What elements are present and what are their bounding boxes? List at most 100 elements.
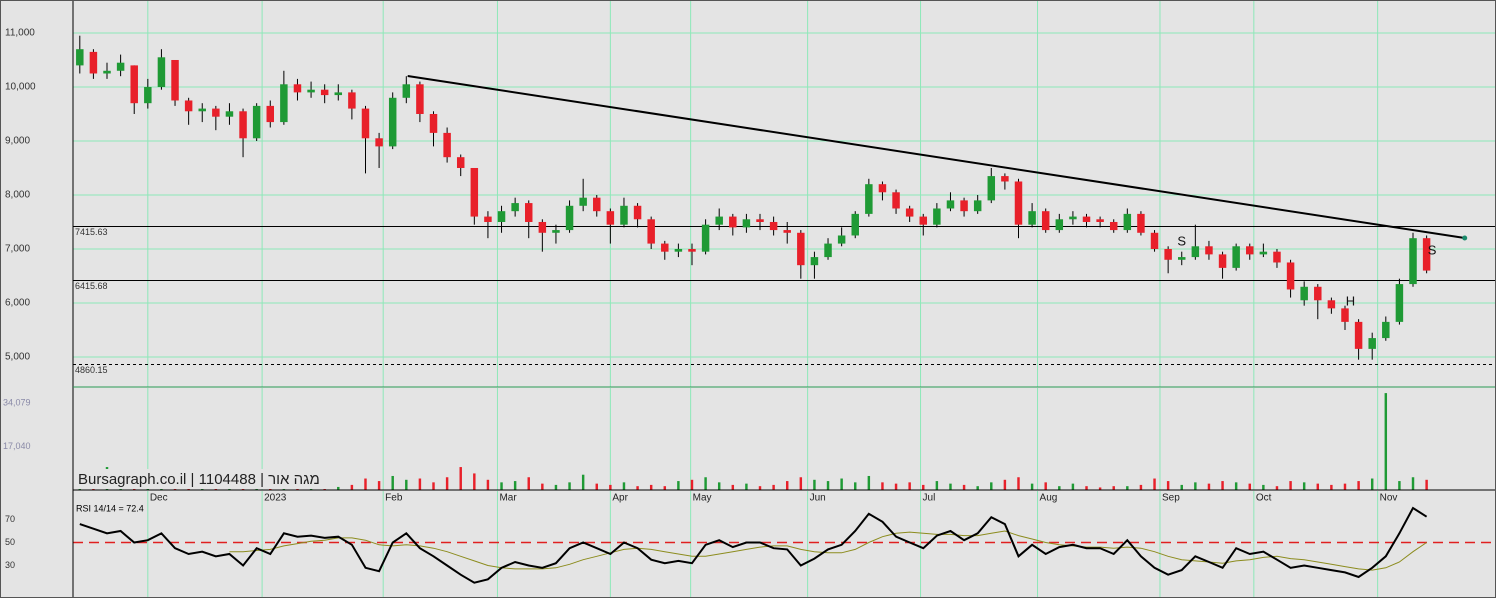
volume-bar	[1153, 478, 1156, 490]
volume-bar	[513, 481, 517, 490]
candle-body	[810, 257, 819, 266]
volume-bar	[731, 484, 735, 490]
level-label: 7415.63	[75, 227, 108, 237]
volume-bar	[772, 484, 775, 490]
volume-bar	[1221, 481, 1224, 490]
volume-bar	[1330, 484, 1333, 490]
candle-body	[1409, 238, 1417, 285]
volume-bar	[1425, 479, 1428, 490]
volume-bar	[1289, 481, 1292, 490]
candle-body	[375, 138, 383, 147]
candle-body	[1191, 246, 1200, 258]
candle-body	[1327, 300, 1336, 309]
candle-body	[756, 219, 764, 222]
candle-body	[715, 216, 723, 225]
volume-bar	[541, 483, 544, 490]
y-tick-label: 70	[5, 514, 15, 524]
candle-body	[1395, 284, 1404, 322]
candle-body	[1109, 221, 1118, 231]
volume-bar	[649, 484, 653, 490]
candle-body	[661, 243, 669, 252]
volume-bar	[1058, 486, 1061, 490]
candle-body	[1341, 308, 1349, 322]
watermark-bg	[75, 469, 331, 489]
watermark: Bursagraph.co.il | 1104488 | מגה אור	[78, 471, 320, 488]
volume-bar	[1357, 481, 1360, 490]
volume-bar	[1411, 477, 1415, 490]
candle-body	[484, 216, 492, 222]
volume-bar	[1085, 486, 1088, 490]
level-label: 4860.15	[75, 365, 108, 375]
candle-body	[824, 243, 832, 258]
volume-bar	[391, 475, 394, 490]
candle-body	[456, 157, 465, 168]
candle-body	[157, 57, 166, 87]
candle-body	[933, 208, 941, 225]
candle-body	[280, 84, 288, 123]
candle-body	[225, 111, 234, 117]
y-tick-label: 50	[5, 537, 15, 547]
volume-bar	[405, 479, 408, 490]
volume-bar	[1030, 483, 1034, 490]
x-tick-label: Mar	[499, 493, 517, 504]
candle-body	[429, 113, 438, 133]
volume-bar	[377, 481, 381, 490]
volume-bar	[908, 482, 911, 490]
candle-body	[416, 84, 424, 114]
y-tick-label: 10,000	[5, 82, 36, 93]
candle-body	[905, 208, 914, 217]
candle-body	[946, 200, 955, 209]
candle-body	[388, 97, 397, 147]
volume-bar	[840, 478, 843, 490]
volume-bar	[826, 481, 830, 490]
volume-bar	[1194, 482, 1197, 490]
volume-bar	[364, 478, 367, 490]
candle-body	[524, 203, 533, 222]
volume-bar	[1044, 482, 1047, 490]
volume-bar	[717, 482, 721, 490]
y-tick-label: 30	[5, 560, 15, 570]
volume-bar	[622, 482, 626, 490]
volume-bar	[1017, 477, 1020, 490]
volume-bar	[1302, 482, 1306, 490]
volume-bar	[473, 473, 476, 490]
candle-body	[334, 92, 343, 96]
volume-bar	[581, 474, 585, 490]
volume-bar	[704, 477, 707, 490]
y-tick-label: 34,079	[3, 397, 31, 407]
level-label: 6415.68	[75, 281, 108, 291]
volume-bar	[500, 482, 503, 490]
y-tick-label: 7,000	[5, 244, 30, 255]
candle-body	[293, 84, 302, 93]
candle-body	[184, 100, 193, 112]
volume-bar	[486, 479, 490, 490]
candle-body	[470, 167, 479, 217]
candle-body	[579, 197, 587, 206]
candle-body	[266, 105, 275, 123]
candle-body	[1205, 246, 1213, 255]
volume-bar	[1275, 486, 1279, 490]
candle-body	[620, 205, 628, 225]
candle-body	[1232, 246, 1240, 268]
candle-body	[783, 230, 791, 233]
candle-body	[511, 203, 519, 212]
volume-bar	[962, 484, 966, 490]
candle-body	[1286, 262, 1295, 290]
y-tick-label: 11,000	[5, 28, 35, 39]
volume-bar	[1126, 486, 1129, 490]
candle-body	[348, 92, 356, 109]
volume-bar	[1139, 484, 1143, 490]
candle-body	[565, 205, 574, 231]
candle-body	[1273, 251, 1281, 263]
volume-bar	[568, 482, 571, 490]
candle-body	[89, 51, 98, 74]
volume-bar	[1166, 481, 1170, 490]
candle-body	[688, 248, 696, 252]
volume-bar	[922, 484, 925, 490]
x-tick-label: Aug	[1040, 493, 1058, 504]
volume-bar	[337, 486, 340, 490]
candle-body	[116, 62, 125, 71]
volume-bar	[663, 486, 667, 490]
candle-body	[402, 84, 411, 98]
volume-bar	[1098, 487, 1102, 490]
